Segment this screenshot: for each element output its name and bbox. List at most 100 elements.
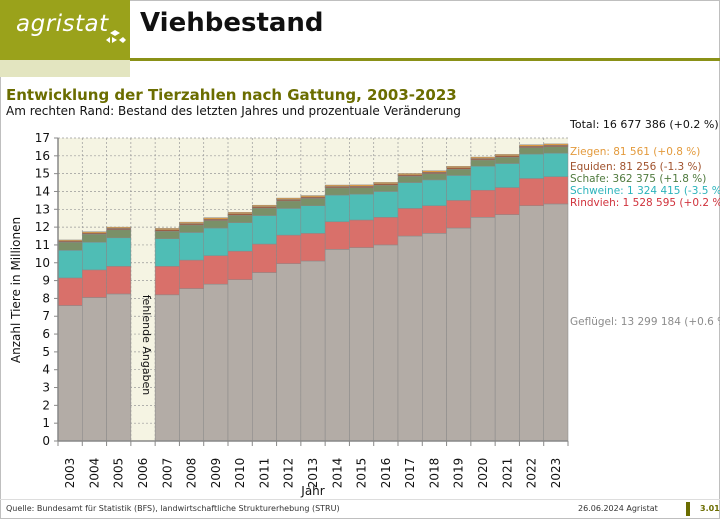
- missing-data-label: fehlende Angaben: [140, 295, 153, 396]
- chart-title: Entwicklung der Tierzahlen nach Gattung,…: [6, 86, 457, 104]
- bar-segment-rindvieh-2016: [373, 217, 399, 246]
- bar-segment-schweine-2010: [227, 222, 253, 252]
- bar-segment-rindvieh-2003: [57, 277, 83, 306]
- logo-sub-band: [0, 60, 130, 77]
- bar-segment-rindvieh-2012: [276, 234, 302, 264]
- bar-segment-ziegen-2011: [252, 204, 277, 207]
- x-tick-label: 2018: [427, 458, 441, 489]
- bar-segment-schweine-2019: [446, 175, 472, 201]
- x-tick-label: 2012: [282, 458, 296, 489]
- bar-segment-ziegen-2017: [397, 173, 423, 176]
- bar-segment-ziegen-2012: [276, 197, 302, 200]
- bar-segment-schafe-2007: [154, 230, 180, 239]
- chart-subtitle: Am rechten Rand: Bestand des letzten Jah…: [6, 104, 461, 118]
- y-tick-label: 10: [35, 256, 50, 270]
- bar-segment-rindvieh-2008: [179, 259, 204, 289]
- x-tick-label: 2005: [112, 458, 126, 489]
- y-tick-label: 14: [35, 184, 50, 198]
- bar-segment-ziegen-2014: [324, 184, 350, 187]
- bar-segment-schafe-2023: [543, 146, 569, 154]
- bar-segment-schweine-2022: [519, 153, 544, 179]
- x-tick-label: 2010: [233, 458, 247, 489]
- bar-segment-ziegen-2020: [470, 156, 496, 159]
- bar-segment-rindvieh-2019: [446, 200, 472, 229]
- y-tick-label: 11: [35, 238, 50, 252]
- bar-segment-schafe-2011: [252, 207, 277, 216]
- bar-segment-ziegen-2018: [422, 170, 447, 173]
- bar-segment-rindvieh-2022: [519, 178, 544, 206]
- bar-segment-rindvieh-2011: [252, 243, 277, 273]
- bar-segment-rindvieh-2004: [82, 269, 107, 298]
- y-tick-label: 1: [42, 416, 50, 430]
- bar-segment-schafe-2018: [422, 173, 447, 181]
- y-tick-label: 12: [35, 220, 50, 234]
- footer-accent-bar: [686, 502, 690, 516]
- bar-segment-schweine-2017: [397, 182, 423, 209]
- bar-segment-ziegen-2007: [154, 228, 180, 231]
- bar-segment-schweine-2005: [106, 237, 132, 267]
- bar-segment-schweine-2018: [422, 179, 447, 206]
- title-divider: [130, 58, 720, 61]
- bar-segment-schafe-2015: [349, 187, 374, 195]
- bar-segment-ziegen-2009: [203, 217, 229, 220]
- bar-segment-ziegen-2003: [57, 239, 83, 242]
- bar-segment-rindvieh-2021: [494, 187, 520, 215]
- bar-segment-geflügel-2016: [373, 244, 399, 442]
- x-tick-label: 2009: [209, 458, 223, 489]
- bar-segment-ziegen-2022: [519, 144, 544, 147]
- bar-segment-schafe-2021: [494, 156, 520, 164]
- legend-label-equiden: Equiden: 81 256 (-1.3 %): [570, 161, 702, 173]
- y-tick-label: 8: [42, 291, 50, 305]
- bar-segment-ziegen-2004: [82, 231, 107, 234]
- y-tick-label: 5: [42, 345, 50, 359]
- bar-segment-schafe-2010: [227, 214, 253, 223]
- bar-segment-ziegen-2010: [227, 212, 253, 214]
- x-tick-label: 2006: [136, 458, 150, 489]
- legend-label-schweine: Schweine: 1 324 415 (-3.5 %): [570, 185, 720, 197]
- footer-date: 26.06.2024 Agristat: [578, 504, 658, 513]
- x-tick-label: 2020: [476, 458, 490, 489]
- bar-segment-schafe-2017: [397, 176, 423, 183]
- bar-segment-schweine-2023: [543, 152, 569, 177]
- bar-segment-ziegen-2013: [300, 195, 326, 198]
- x-tick-label: 2015: [355, 458, 369, 489]
- bar-segment-schafe-2014: [324, 187, 350, 196]
- bar-segment-schweine-2011: [252, 215, 277, 245]
- x-tick-label: 2023: [549, 458, 563, 489]
- x-tick-label: 2016: [379, 458, 393, 489]
- y-tick-label: 17: [35, 131, 50, 145]
- bar-segment-rindvieh-2018: [422, 205, 447, 234]
- legend-label-schafe: Schafe: 362 375 (+1.8 %): [570, 173, 706, 185]
- x-tick-label: 2013: [306, 458, 320, 489]
- bar-segment-geflügel-2012: [276, 263, 302, 442]
- bar-segment-rindvieh-2013: [300, 233, 326, 262]
- bar-segment-schafe-2022: [519, 147, 544, 155]
- bar-segment-ziegen-2005: [106, 226, 132, 229]
- x-tick-label: 2014: [330, 458, 344, 489]
- bar-segment-schweine-2013: [300, 205, 326, 234]
- bar-segment-rindvieh-2010: [227, 250, 253, 280]
- bar-segment-schweine-2015: [349, 193, 374, 221]
- y-tick-label: 2: [42, 398, 50, 412]
- y-tick-label: 3: [42, 381, 50, 395]
- bar-segment-geflügel-2005: [106, 293, 132, 442]
- total-annotation: Total: 16 677 386 (+0.2 %): [569, 118, 719, 131]
- bar-segment-schweine-2007: [154, 238, 180, 267]
- y-tick-label: 15: [35, 167, 50, 181]
- logo-text: agristat: [16, 11, 109, 37]
- x-tick-label: 2008: [185, 458, 199, 489]
- bar-segment-schweine-2021: [494, 163, 520, 188]
- bar-segment-rindvieh-2005: [106, 266, 132, 295]
- bar-segment-geflügel-2017: [397, 235, 423, 442]
- bar-segment-rindvieh-2020: [470, 189, 496, 218]
- legend-label-rindvieh: Rindvieh: 1 528 595 (+0.2 %): [570, 197, 720, 209]
- x-tick-label: 2019: [452, 458, 466, 489]
- y-tick-label: 9: [42, 274, 50, 288]
- logo-block: agristat: [0, 0, 130, 60]
- bar-segment-geflügel-2010: [227, 279, 253, 442]
- y-tick-label: 0: [42, 434, 50, 448]
- bar-segment-geflügel-2013: [300, 260, 326, 442]
- x-axis-title: Jahr: [300, 484, 324, 498]
- y-tick-label: 13: [35, 202, 50, 216]
